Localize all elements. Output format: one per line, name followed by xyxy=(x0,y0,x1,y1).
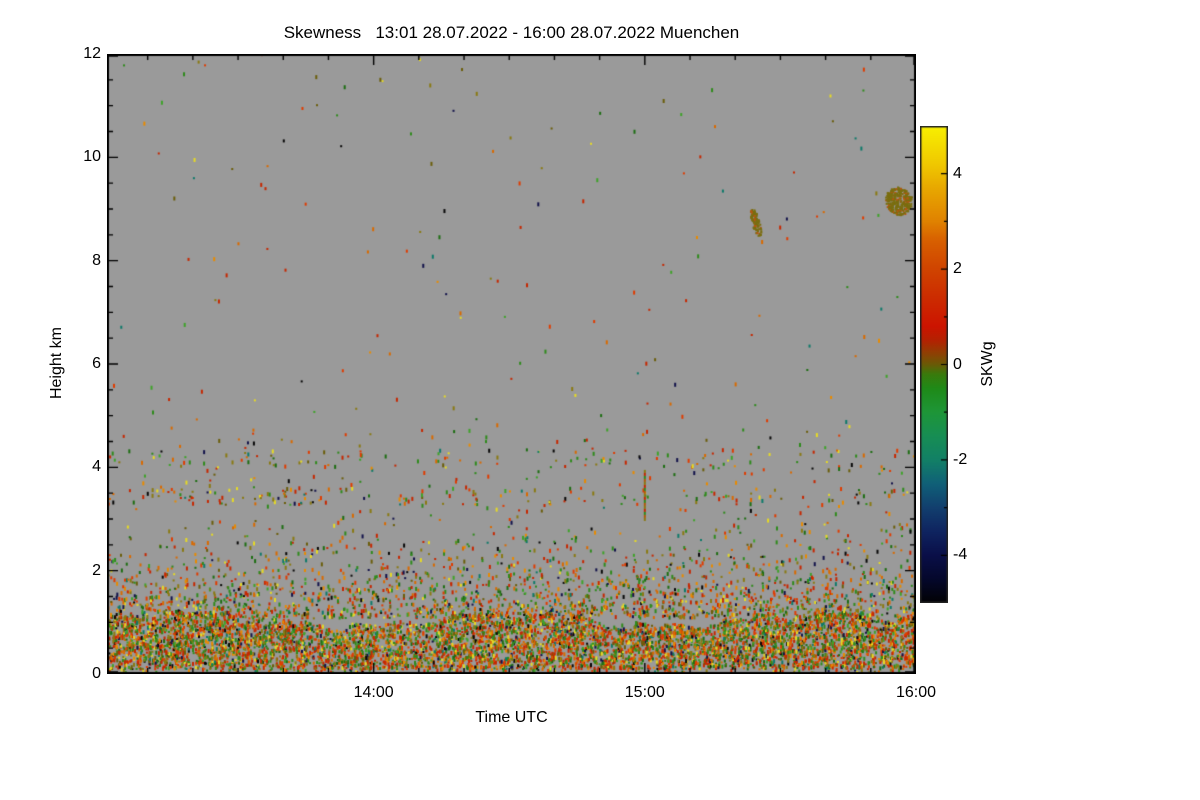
chart-title: Skewness 13:01 28.07.2022 - 16:00 28.07.… xyxy=(283,23,740,42)
y-tick-label: 10 xyxy=(83,148,101,166)
y-tick-label: 12 xyxy=(83,45,101,62)
y-tick-label: 8 xyxy=(92,251,101,269)
y-tick-label: 2 xyxy=(92,561,101,579)
x-tick-label: 14:00 xyxy=(353,684,394,701)
colorbar-tick-label: 4 xyxy=(953,164,962,182)
x-axis-label: Time UTC xyxy=(475,709,548,726)
colorbar-tick-label: 0 xyxy=(953,355,962,373)
x-tick-label: 15:00 xyxy=(624,684,665,701)
y-tick-label: 6 xyxy=(92,355,101,372)
colorbar-tick-label: -2 xyxy=(953,450,968,468)
y-tick-label: 4 xyxy=(92,458,101,476)
heatmap-plot xyxy=(107,54,916,674)
colorbar-tick-label: 2 xyxy=(953,260,962,278)
x-tick-label: 16:00 xyxy=(895,684,937,701)
colorbar xyxy=(920,126,948,603)
y-tick-label: 0 xyxy=(92,665,101,682)
colorbar-tick-label: -4 xyxy=(953,546,968,564)
